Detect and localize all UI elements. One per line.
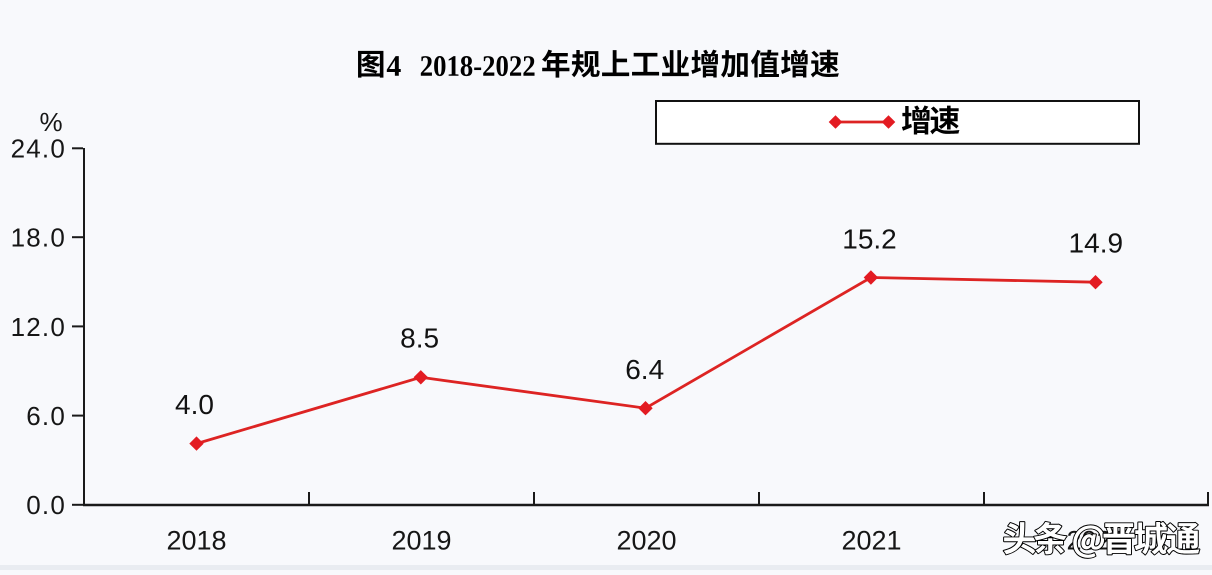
svg-text:0.0: 0.0 [26,490,66,520]
svg-text:2020: 2020 [616,526,676,556]
svg-text:%: % [39,107,62,137]
svg-text:24.0: 24.0 [11,134,66,164]
svg-text:14.9: 14.9 [1069,228,1124,259]
svg-text:2021: 2021 [841,526,901,556]
svg-text:8.5: 8.5 [400,322,439,353]
svg-text:6.4: 6.4 [625,354,664,385]
svg-text:12.0: 12.0 [11,312,66,342]
svg-text:2019: 2019 [391,526,451,556]
svg-text:6.0: 6.0 [26,401,66,431]
svg-text:15.2: 15.2 [842,223,897,254]
svg-text:18.0: 18.0 [11,223,66,253]
svg-text:2018: 2018 [166,526,226,556]
svg-text:4.0: 4.0 [175,389,214,420]
